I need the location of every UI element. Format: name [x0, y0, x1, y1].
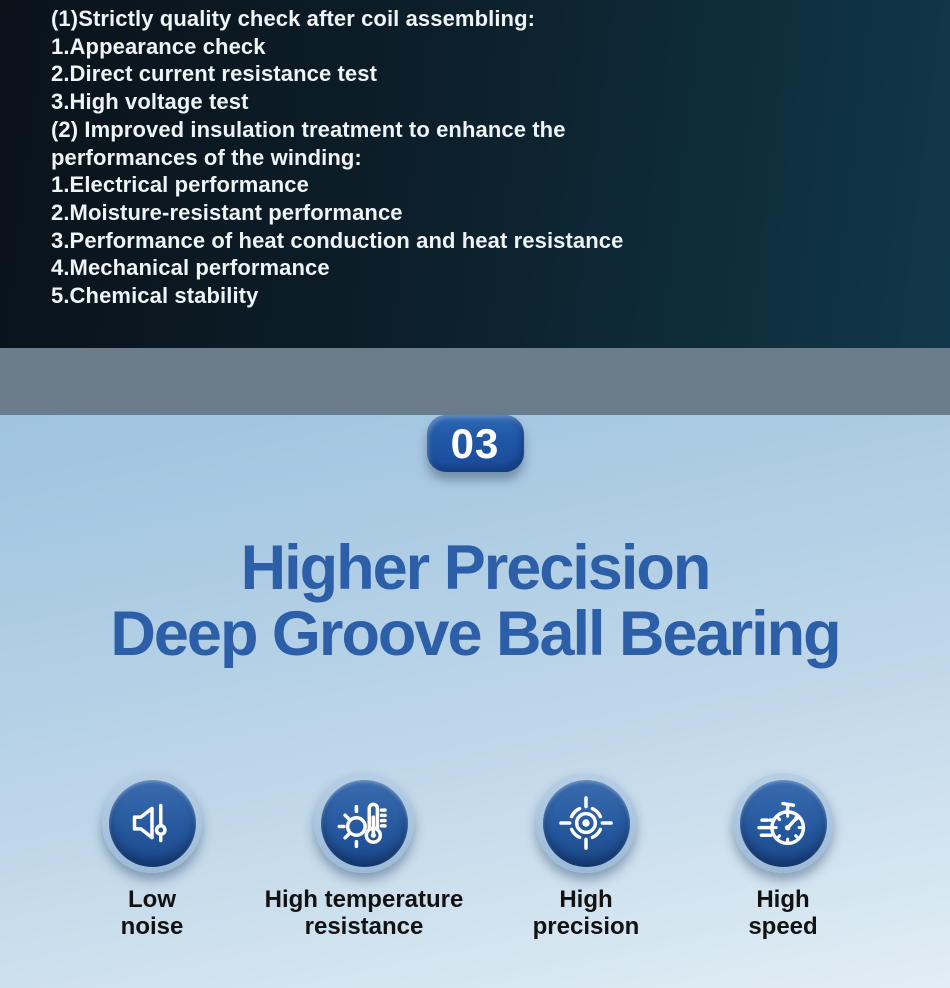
feature-label-line2: noise: [120, 913, 184, 940]
feature-label: High speed: [688, 886, 878, 940]
high-temperature-thermometer-icon: [320, 779, 408, 867]
quality-check-line: 3.High voltage test: [51, 89, 249, 115]
quality-check-line: (1)Strictly quality check after coil ass…: [51, 6, 536, 31]
high-speed-stopwatch-icon: [739, 779, 827, 867]
section-number-badge: 03: [426, 415, 524, 472]
feature-label-line1: High temperature: [264, 886, 464, 913]
feature-item-high-precision: High precision: [486, 773, 686, 940]
quality-check-line: 1.Electrical performance: [51, 172, 309, 198]
icon-ring: [314, 773, 414, 873]
quality-check-line: 4.Mechanical performance: [51, 255, 330, 281]
icon-ring: [733, 773, 833, 873]
feature-label-line1: Low: [128, 886, 176, 913]
feature-label-line2: speed: [748, 913, 818, 940]
quality-check-line: 2.Moisture-resistant performance: [51, 199, 403, 225]
quality-check-line: performances of the winding:: [51, 144, 362, 170]
low-noise-speaker-icon: [108, 779, 196, 867]
feature-item-high-speed: High speed: [688, 773, 878, 940]
feature-item-low-noise: Low noise: [62, 773, 242, 940]
page-title-line1: Higher Precision: [240, 533, 712, 603]
high-precision-target-icon: [542, 779, 630, 867]
feature-label-line2: resistance: [304, 913, 424, 940]
quality-check-panel: (1)Strictly quality check after coil ass…: [0, 0, 950, 348]
quality-check-line: (2) Improved insulation treatment to enh…: [51, 116, 566, 142]
icon-ring: [102, 773, 202, 873]
quality-check-line: 5.Chemical stability: [51, 283, 259, 309]
feature-label: High temperature resistance: [244, 886, 484, 940]
page-title-line2: Deep Groove Ball Bearing: [110, 599, 841, 669]
section-number: 03: [450, 419, 500, 467]
page-title: Higher Precision Deep Groove Ball Bearin…: [0, 535, 950, 667]
quality-check-line: 2.Direct current resistance test: [51, 61, 378, 87]
feature-label: High precision: [486, 886, 686, 940]
feature-item-high-temperature: High temperature resistance: [244, 773, 484, 940]
feature-label: Low noise: [62, 886, 242, 940]
feature-list: Low noise: [0, 773, 950, 940]
feature-label-line1: High: [559, 886, 613, 913]
feature-label-line1: High: [756, 886, 810, 913]
icon-ring: [536, 773, 636, 873]
quality-check-line: 3.Performance of heat conduction and hea…: [51, 227, 624, 253]
feature-label-line2: precision: [532, 913, 640, 940]
quality-check-line: 1.Appearance check: [51, 33, 266, 59]
hero-panel: 03 Higher Precision Deep Groove Ball Bea…: [0, 415, 950, 988]
